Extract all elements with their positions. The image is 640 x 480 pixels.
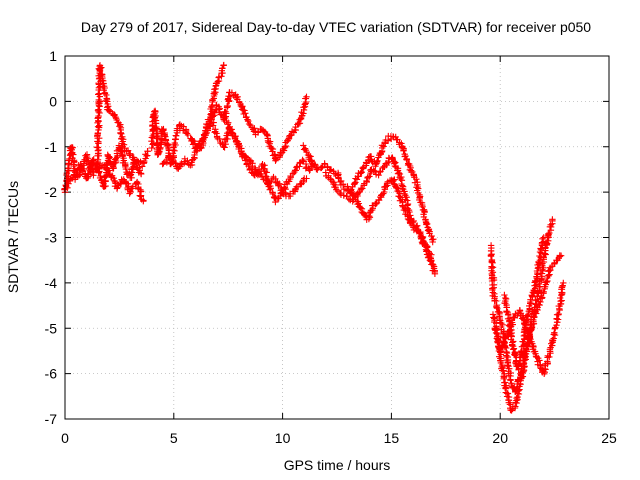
- series-track-f: [209, 119, 319, 206]
- series-markers: [209, 119, 319, 206]
- series-track-n: [501, 234, 547, 373]
- y-tick-label: -2: [45, 184, 58, 200]
- x-tick-label: 10: [275, 430, 291, 446]
- series-markers: [220, 89, 310, 164]
- y-tick-label: -3: [45, 230, 58, 246]
- x-axis-label: GPS time / hours: [284, 457, 391, 473]
- y-tick-label: -5: [45, 320, 58, 336]
- y-tick-label: -6: [45, 366, 58, 382]
- y-tick-label: -7: [45, 411, 58, 427]
- data-marks: [61, 61, 567, 414]
- y-tick-label: -1: [45, 139, 58, 155]
- series-track-h: [300, 132, 437, 246]
- series-markers: [95, 161, 147, 205]
- series-markers: [300, 132, 437, 246]
- series-markers: [62, 142, 145, 191]
- x-tick-label: 20: [492, 430, 508, 446]
- series-markers: [501, 234, 547, 373]
- y-tick-label: -4: [45, 275, 58, 291]
- series-track-g: [220, 89, 310, 164]
- y-axis-label: SDTVAR / TECUs: [5, 181, 21, 293]
- series-markers: [344, 176, 436, 268]
- x-tick-label: 15: [384, 430, 400, 446]
- series-track-b: [62, 142, 145, 191]
- x-tick-label: 0: [61, 430, 69, 446]
- y-tick-label: 0: [49, 93, 57, 109]
- grid: [65, 56, 609, 419]
- x-tick-label: 25: [601, 430, 617, 446]
- chart-title: Day 279 of 2017, Sidereal Day-to-day VTE…: [81, 19, 591, 35]
- series-track-c: [95, 161, 147, 205]
- y-tick-label: 1: [49, 48, 57, 64]
- series-track-j: [344, 176, 436, 268]
- x-tick-label: 5: [170, 430, 178, 446]
- plot-frame: [64, 55, 610, 420]
